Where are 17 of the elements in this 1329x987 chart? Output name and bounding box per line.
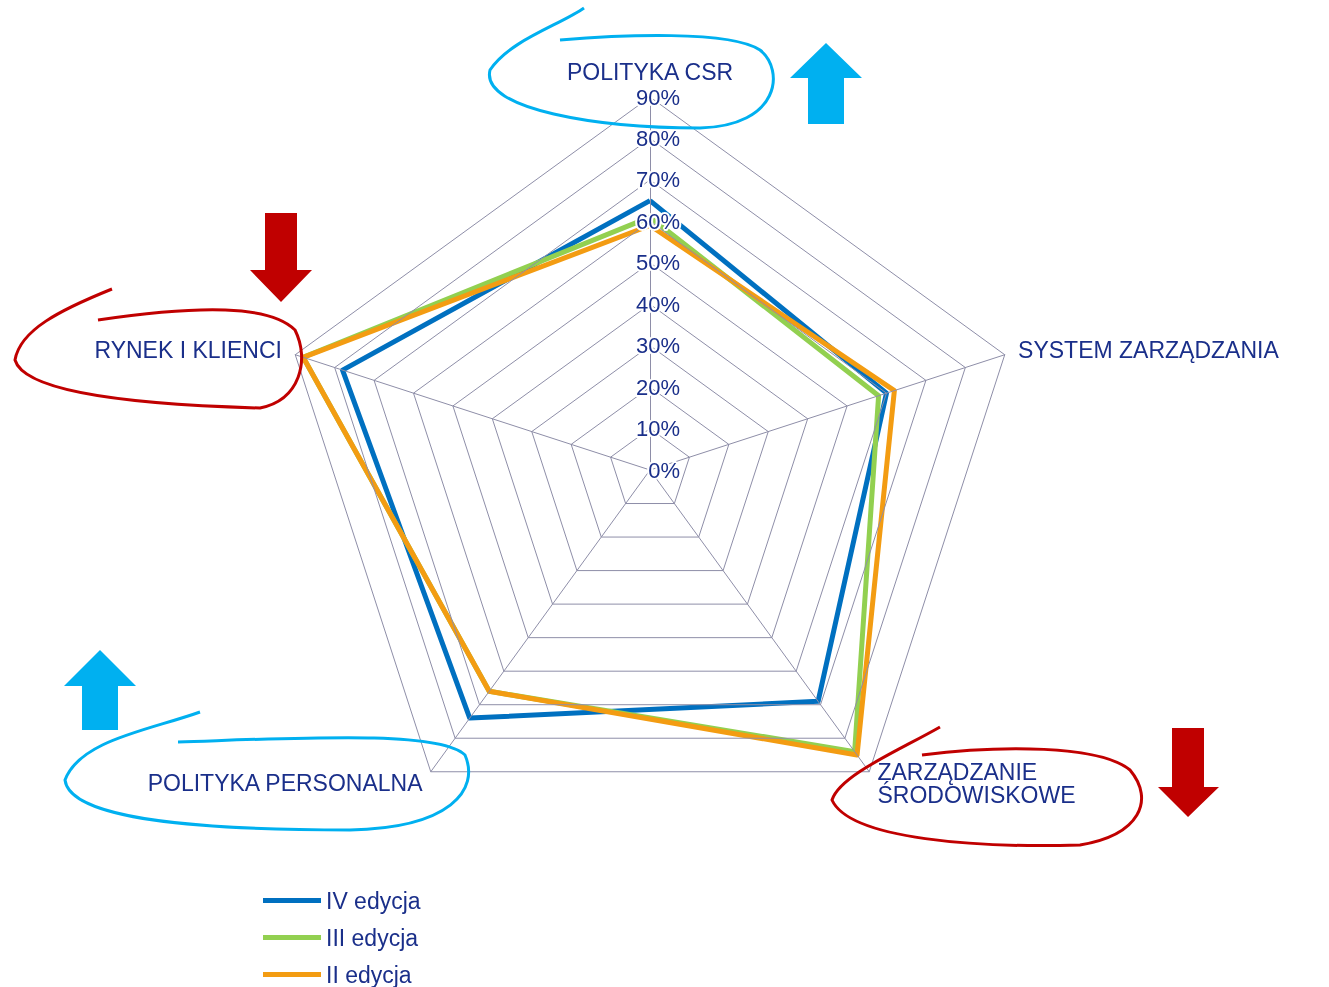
y-tick-label: 90% bbox=[635, 84, 680, 110]
spoke-label: ZARZĄDZANIE ŚRODOWISKOWE bbox=[877, 758, 1076, 808]
legend-label: II edycja bbox=[326, 961, 412, 987]
spoke-label: SYSTEM ZARZĄDZANIA bbox=[1018, 337, 1280, 364]
y-tick-label: 70% bbox=[635, 167, 680, 193]
spoke-label: POLITYKA PERSONALNA bbox=[147, 770, 424, 797]
spoke-label: POLITYKA CSR bbox=[566, 58, 734, 85]
spoke-label: RYNEK I KLIENCI bbox=[94, 337, 282, 364]
y-tick-label: 40% bbox=[635, 291, 680, 317]
y-tick-label: 80% bbox=[635, 125, 680, 151]
y-tick-label: 10% bbox=[635, 416, 680, 442]
y-tick-label: 50% bbox=[635, 250, 680, 276]
y-tick-label: 30% bbox=[635, 333, 680, 359]
legend-label: III edycja bbox=[326, 924, 419, 951]
y-tick-label: 20% bbox=[635, 374, 680, 400]
legend-label: IV edycja bbox=[326, 887, 421, 914]
y-tick-label: 0% bbox=[648, 457, 680, 483]
